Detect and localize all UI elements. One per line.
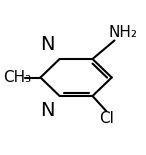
Text: Cl: Cl [99, 111, 114, 126]
Text: N: N [40, 102, 55, 120]
Text: CH₃: CH₃ [3, 70, 31, 85]
Text: N: N [40, 35, 55, 53]
Text: NH₂: NH₂ [108, 25, 137, 40]
